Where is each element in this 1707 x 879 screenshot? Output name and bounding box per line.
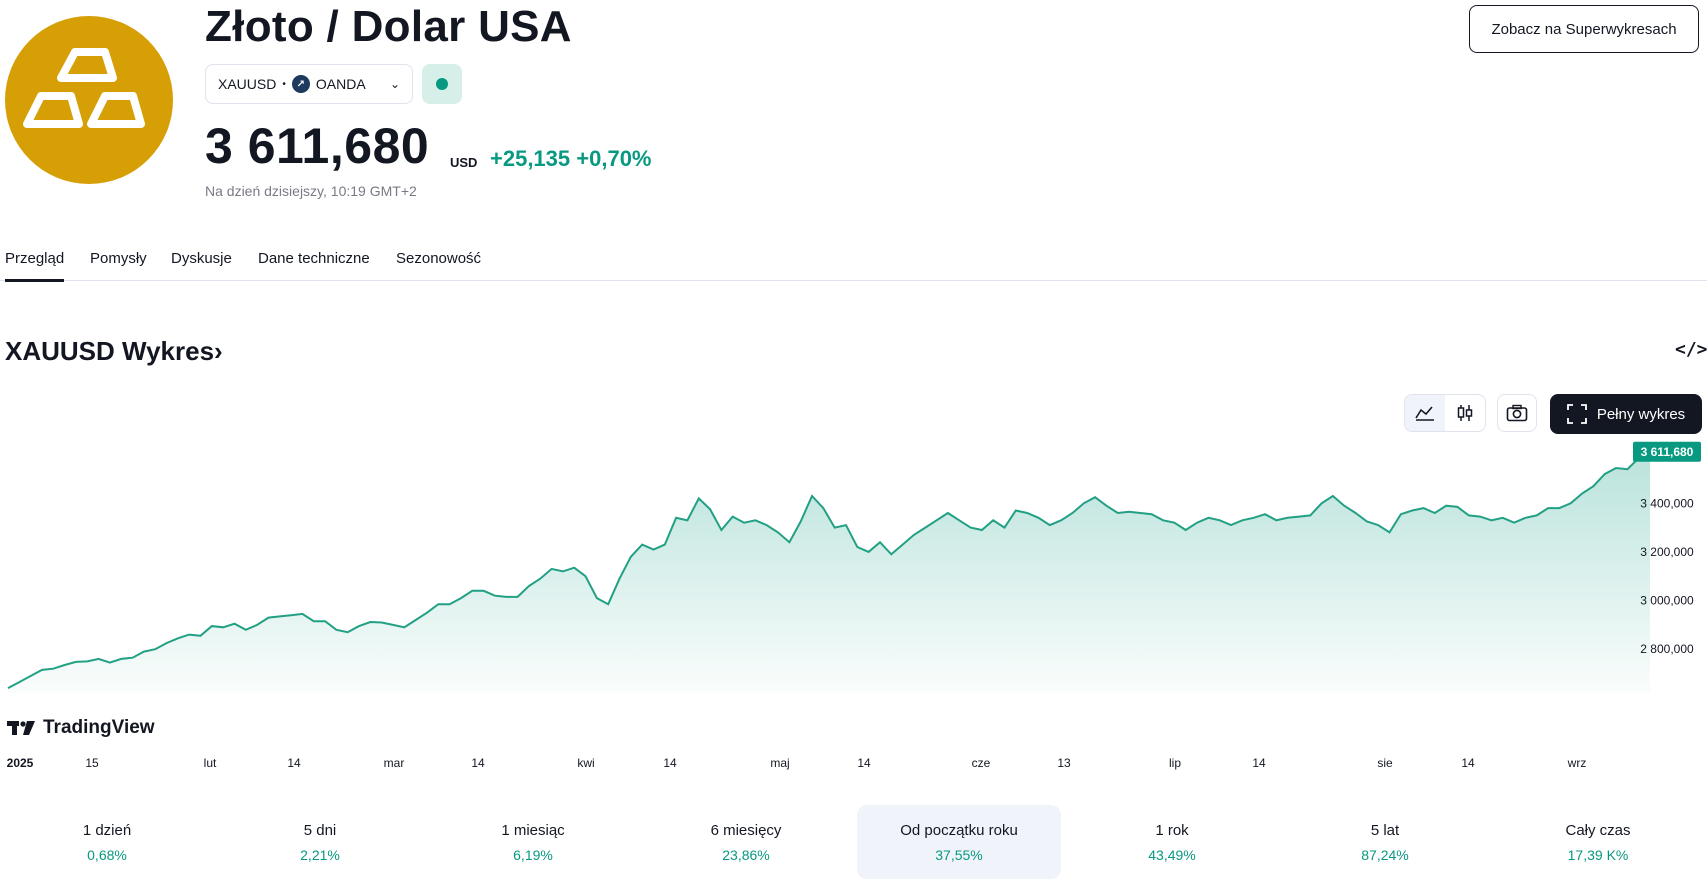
tab-discussions[interactable]: Dyskusje [171,250,232,267]
market-status-badge[interactable] [422,64,462,104]
separator-dot-icon: • [282,78,286,90]
x-tick-label: 14 [471,756,485,770]
perf-value: 87,24% [1361,847,1409,863]
chart-title-text: XAUUSD Wykres [5,336,215,366]
perf-value: 17,39 K% [1567,847,1629,863]
y-tick-label: 3 400,000 [1640,496,1694,510]
x-tick-label: 14 [1461,756,1475,770]
tradingview-icon [7,721,35,735]
x-tick-label: 15 [85,756,99,770]
current-price: 3 611,680 [205,118,430,174]
area-chart-icon [1415,406,1434,421]
x-tick-label: 14 [287,756,301,770]
tab-ideas[interactable]: Pomysły [90,250,147,267]
x-tick-label: 14 [857,756,871,770]
x-tick-label: lut [204,756,217,770]
x-tick-label: mar [384,756,405,770]
embed-code-icon[interactable]: </> [1675,339,1707,360]
price-area-fill [8,451,1650,693]
snapshot-button[interactable] [1497,394,1537,432]
perf-label: 1 dzień [82,822,132,839]
perf-1-day[interactable]: 1 dzień 0,68% [5,805,209,879]
perf-label: 1 rok [1155,822,1189,839]
tradingview-logo[interactable]: TradingView [7,717,155,739]
price-change-abs: +25,135 [490,146,571,171]
fullscreen-icon [1566,404,1587,424]
perf-label: Od początku roku [900,822,1018,839]
perf-label: Cały czas [1565,822,1631,839]
symbol-selector[interactable]: XAUUSD • ↗ OANDA ⌄ [205,64,413,104]
performance-strip: 1 dzień 0,68% 5 dni 2,21% 1 miesiąc 6,19… [0,805,1707,879]
price-change-pct: +0,70% [576,146,652,171]
tradingview-brand-text: TradingView [43,717,155,738]
perf-label: 5 lat [1370,822,1400,839]
perf-5-years[interactable]: 5 lat 87,24% [1283,805,1487,879]
perf-label: 5 dni [303,822,337,839]
x-tick-label: lip [1169,756,1181,770]
candlestick-icon [1457,405,1473,421]
chevron-right-icon: › [214,336,223,366]
gold-bars-logo [5,16,173,184]
price-currency: USD [450,155,478,170]
exchange-label: OANDA [315,76,366,92]
market-open-dot-icon [436,78,448,90]
x-tick-label: wrz [1567,756,1587,770]
chart-title-link[interactable]: XAUUSD Wykres› [5,336,223,367]
tab-bar: Przegląd Pomysły Dyskusje Dane techniczn… [0,246,1707,282]
perf-ytd[interactable]: Od początku roku 37,55% [857,805,1061,879]
full-chart-button[interactable]: Pełny wykres [1550,394,1702,434]
camera-icon [1506,404,1528,422]
perf-value: 23,86% [722,847,770,863]
chevron-down-icon: ⌄ [389,77,400,91]
y-tick-label: 3 200,000 [1640,545,1694,559]
x-tick-label: sie [1377,756,1393,770]
y-axis: 3 400,000 3 200,000 3 000,000 2 800,000 [1640,496,1694,656]
perf-value: 0,68% [87,847,127,863]
x-tick-label: kwi [577,756,594,770]
price-chart[interactable]: 3 611,680 3 400,000 3 200,000 3 000,000 2 8… [0,440,1707,775]
perf-value: 6,19% [513,847,553,863]
gold-bars-icon [23,48,145,128]
y-tick-label: 3 000,000 [1640,594,1694,608]
perf-value: 43,49% [1148,847,1196,863]
last-price-label-bg [1633,441,1701,462]
perf-1-year[interactable]: 1 rok 43,49% [1070,805,1274,879]
page-title: Złoto / Dolar USA [205,2,572,51]
oanda-logo-icon: ↗ [291,75,310,93]
x-tick-label: maj [770,756,789,770]
perf-label: 1 miesiąc [501,822,565,839]
area-chart-button[interactable] [1405,395,1445,431]
x-tick-label: 2025 [7,756,34,770]
x-tick-label: 14 [1252,756,1266,770]
tab-overview[interactable]: Przegląd [5,250,65,282]
full-chart-label: Pełny wykres [1596,405,1686,423]
price-line [7,450,1651,689]
perf-6-months[interactable]: 6 miesięcy 23,86% [644,805,848,879]
tab-seasonals[interactable]: Sezonowość [396,250,482,267]
perf-value: 2,21% [300,847,340,863]
perf-5-days[interactable]: 5 dni 2,21% [218,805,422,879]
perf-label: 6 miesięcy [710,822,782,839]
candles-chart-button[interactable] [1445,395,1485,431]
price-change: +25,135 +0,70% [490,146,652,172]
perf-1-month[interactable]: 1 miesiąc 6,19% [431,805,635,879]
perf-value: 37,55% [935,847,983,863]
last-price-label: 3 611,680 [1641,445,1694,459]
perf-all-time[interactable]: Cały czas 17,39 K% [1496,805,1700,879]
symbol-label: XAUUSD [218,76,277,92]
x-axis: 2025 15 lut 14 mar 14 kwi 14 maj 14 cze 13 lip 14 sie 1… [7,756,1587,770]
x-tick-label: cze [972,756,991,770]
tab-technicals[interactable]: Dane techniczne [258,250,370,267]
price-timestamp: Na dzień dzisiejszy, 10:19 GMT+2 [205,183,417,199]
view-supercharts-button[interactable]: Zobacz na Superwykresach [1469,5,1699,53]
y-tick-label: 2 800,000 [1640,642,1694,656]
x-tick-label: 13 [1057,756,1071,770]
x-tick-label: 14 [663,756,677,770]
chart-type-toggle [1404,394,1486,432]
